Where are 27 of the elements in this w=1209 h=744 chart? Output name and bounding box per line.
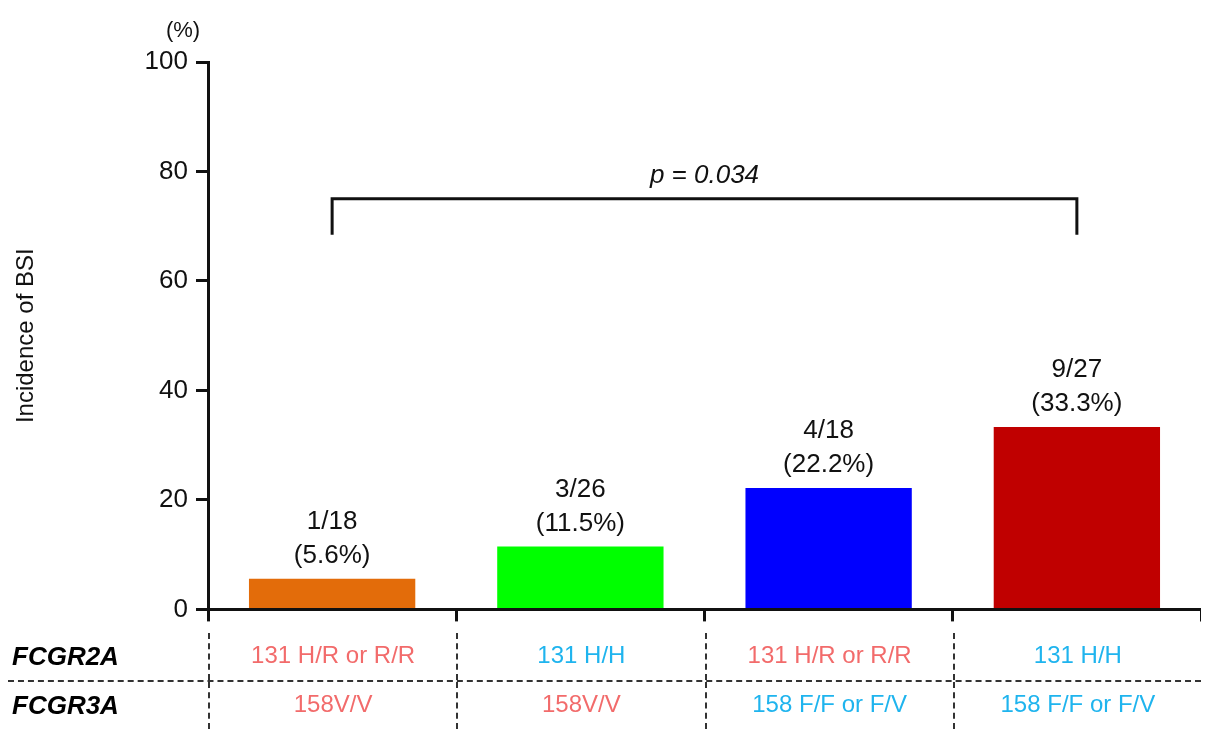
data-label: 9/27 (33.3%) [1031, 353, 1123, 418]
y-tick-label: 60 [159, 264, 188, 295]
y-tick-label: 40 [159, 373, 188, 404]
data-label: 3/26 (11.5%) [535, 472, 625, 537]
y-tick-label: 20 [159, 483, 188, 514]
y-tick-label: 80 [159, 154, 188, 185]
x-tick-label: 131 H/R or R/R [704, 633, 953, 680]
text: FCGR3A [11, 689, 120, 722]
x-tick-label: 131 H/H [456, 633, 705, 680]
y-tick-label: 0 [173, 592, 188, 623]
x-tick-label: 131 H/R or R/R [208, 633, 457, 680]
text: 158V/V [456, 682, 705, 729]
text: FCGR2A [11, 640, 120, 673]
data-label: 1/18 (5.6%) [293, 504, 371, 569]
bar [248, 578, 416, 608]
bar [993, 427, 1161, 608]
data-label: 4/18 (22.2%) [783, 414, 875, 479]
bar [497, 546, 664, 608]
text: (%) [165, 17, 201, 43]
text: 158 F/F or F/V [952, 682, 1201, 729]
y-tick-label: 100 [144, 45, 188, 76]
annotation: p = 0.034 [648, 159, 760, 190]
x-tick-label: 131 H/H [952, 633, 1201, 680]
text: 158 F/F or F/V [704, 682, 953, 729]
bar [745, 487, 912, 608]
y-axis-title: Incidence of BSI [11, 248, 39, 424]
text: 158V/V [208, 682, 457, 729]
